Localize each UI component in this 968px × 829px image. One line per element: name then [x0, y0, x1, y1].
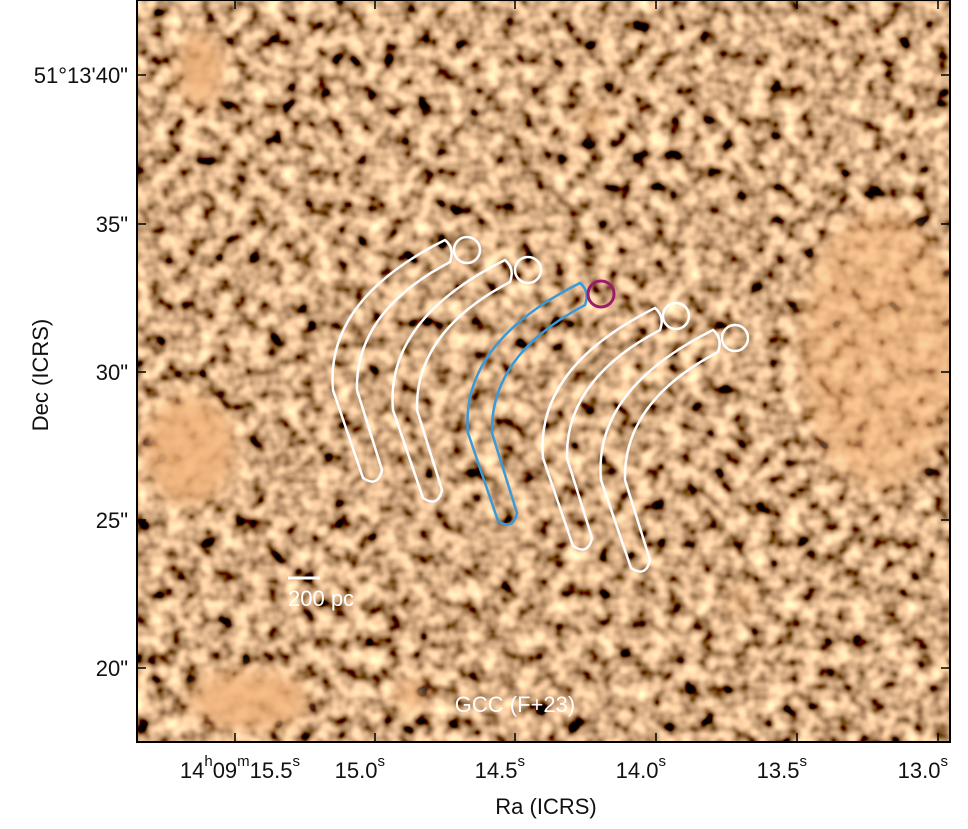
- tick-text: 15.5: [250, 758, 293, 783]
- tick-sup: s: [800, 753, 808, 770]
- tick-text: 15.0: [335, 758, 378, 783]
- tick-text: 14.0: [616, 758, 659, 783]
- tick-text: 13.0: [898, 758, 941, 783]
- frame: [136, 0, 951, 743]
- tick-text: 13.5: [757, 758, 800, 783]
- tick-sup: s: [293, 753, 301, 770]
- tick-sup: s: [659, 753, 667, 770]
- circles: [452, 235, 750, 353]
- x-tick-label: 14h09m15.5s: [180, 753, 300, 783]
- y-tick-label: 25": [96, 508, 128, 533]
- x-tick-label: 14.0s: [616, 753, 666, 783]
- tick-text: 14: [180, 758, 204, 783]
- ticks: 51°13'40"35"30"25"20"14h09m15.5s 15.0s 14.…: [34, 0, 950, 783]
- circle-region: [513, 255, 543, 285]
- circle-region-magenta: [586, 279, 616, 309]
- x-tick-label: 13.5s: [757, 753, 807, 783]
- y-axis-label: Dec (ICRS): [28, 319, 53, 431]
- tick-sup: s: [378, 753, 386, 770]
- y-tick-label: 30": [96, 360, 128, 385]
- circle-region: [452, 235, 482, 265]
- x-tick-label: 15.0s: [335, 753, 385, 783]
- scale-bar-label: 200 pc: [288, 586, 354, 611]
- tick-text: 14.5: [475, 758, 518, 783]
- annotation: GCC (F+23): [455, 692, 575, 717]
- circle-region: [720, 323, 750, 353]
- y-tick-label: 35": [96, 212, 128, 237]
- y-tick-label: 51°13'40": [34, 63, 128, 88]
- tick-text: 09: [213, 758, 237, 783]
- tick-sup: m: [237, 753, 250, 770]
- y-tick-label: 20": [96, 656, 128, 681]
- circle-region: [661, 301, 691, 331]
- tick-sup: s: [941, 753, 949, 770]
- sky-image: [137, 0, 950, 742]
- tick-sup: h: [204, 753, 212, 770]
- x-tick-label: 13.0s: [898, 753, 948, 783]
- x-tick-label: 14.5s: [475, 753, 525, 783]
- tick-sup: s: [518, 753, 526, 770]
- x-axis-label: Ra (ICRS): [495, 794, 596, 819]
